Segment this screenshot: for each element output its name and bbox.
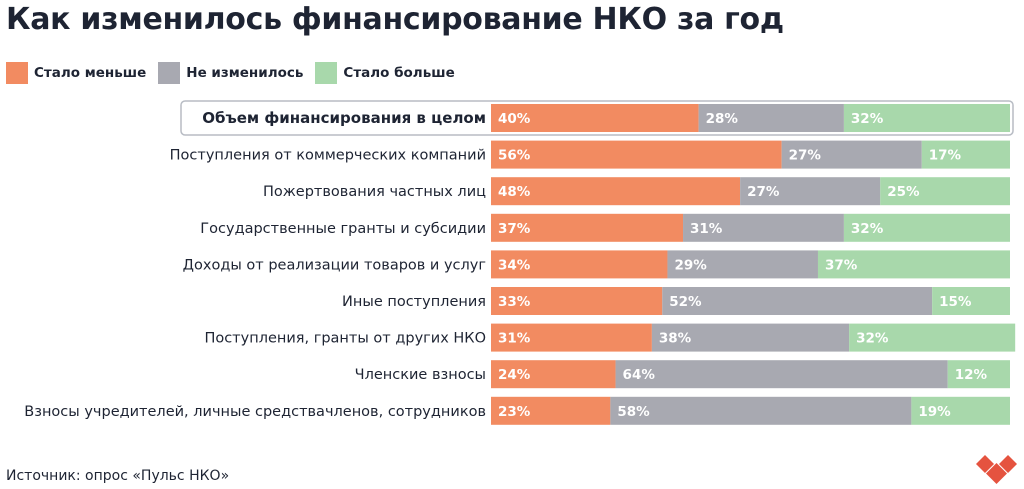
bar-row-1: Поступления от коммерческих компаний 56% 2… xyxy=(170,140,1010,169)
bar-segment-more xyxy=(843,104,1010,132)
data-label: 27% xyxy=(747,184,780,200)
data-label: 64% xyxy=(623,367,656,383)
bar-segment-more xyxy=(849,323,1016,352)
logo-left-diamond xyxy=(976,455,994,473)
bar-segment-more xyxy=(817,250,1010,279)
logo-right-diamond xyxy=(999,455,1017,473)
data-label: 25% xyxy=(887,184,920,200)
data-label: 34% xyxy=(498,257,531,273)
logo-center-diamond xyxy=(986,463,1007,484)
bar-segment-more xyxy=(880,177,1010,206)
bar-segment-more xyxy=(911,396,1010,425)
legend-label-same: Не изменилось xyxy=(186,65,304,81)
bar-row-3: Государственные гранты и субсидии 37% 31% 3… xyxy=(200,213,1010,242)
data-label: 32% xyxy=(856,331,889,347)
bar-row-2: Пожертвования частных лиц 48% 27% 25% xyxy=(263,177,1010,206)
bar-segment-more xyxy=(843,213,1010,242)
legend: Стало меньше Не изменилось Стало больше xyxy=(6,62,467,84)
data-label: 28% xyxy=(706,111,739,127)
data-label: 15% xyxy=(939,294,972,310)
legend-item-less: Стало меньше xyxy=(6,62,146,84)
bar-segment-same xyxy=(615,360,948,389)
chart-title: Как изменилось финансирование НКО за год xyxy=(6,2,784,37)
bar-segment-same xyxy=(683,213,844,242)
bar-segment-more xyxy=(932,287,1010,315)
category-label: Объем финансирования в целом xyxy=(202,109,486,127)
bar-segment-less xyxy=(491,104,699,132)
category-label: Поступления, гранты от других НКО xyxy=(204,331,486,347)
data-label: 37% xyxy=(825,257,858,273)
bar-row-6: Поступления, гранты от других НКО 31% 38% 3… xyxy=(204,323,1016,352)
legend-item-more: Стало больше xyxy=(315,62,455,84)
bar-segment-less xyxy=(491,396,611,425)
data-label: 32% xyxy=(851,221,884,237)
logo-icon xyxy=(976,455,1017,484)
data-label: 12% xyxy=(955,367,988,383)
bar-segment-same xyxy=(667,250,818,279)
legend-label-less: Стало меньше xyxy=(34,65,147,81)
data-label: 33% xyxy=(498,294,531,310)
data-label: 31% xyxy=(498,331,531,347)
data-label: 19% xyxy=(918,404,951,420)
bar-segment-less xyxy=(491,250,668,279)
data-label: 38% xyxy=(659,331,692,347)
bar-segment-same xyxy=(610,396,912,425)
data-label: 27% xyxy=(789,148,822,164)
bar-segment-more xyxy=(947,360,1010,389)
bar-segment-less xyxy=(491,287,663,315)
category-label: Поступления от коммерческих компаний xyxy=(170,148,486,164)
data-label: 48% xyxy=(498,184,531,200)
data-label: 23% xyxy=(498,404,531,420)
data-label: 17% xyxy=(929,148,962,164)
bar-segment-same xyxy=(651,323,850,352)
data-label: 56% xyxy=(498,148,531,164)
legend-swatch-same xyxy=(158,62,181,84)
bar-segment-same xyxy=(740,177,881,206)
category-label: Государственные гранты и субсидии xyxy=(200,221,486,237)
data-label: 31% xyxy=(690,221,723,237)
data-label: 24% xyxy=(498,367,531,383)
bar-segment-same xyxy=(662,287,933,315)
bar-segment-less xyxy=(491,323,652,352)
data-label: 40% xyxy=(498,111,531,127)
data-label: 58% xyxy=(617,404,650,420)
bar-segment-less xyxy=(491,360,616,389)
bar-row-4: Доходы от реализации товаров и услуг 34% 2… xyxy=(183,250,1010,279)
bar-row-5: Иные поступления 33% 52% 15% xyxy=(342,287,1010,315)
category-label: Членские взносы xyxy=(355,367,486,383)
source-note: Источник: опрос «Пульс НКО» xyxy=(6,468,230,484)
data-label: 52% xyxy=(669,294,702,310)
legend-item-same: Не изменилось xyxy=(158,62,303,84)
legend-swatch-less xyxy=(6,62,28,84)
legend-label-more: Стало больше xyxy=(343,65,455,81)
bar-segment-same xyxy=(781,140,922,169)
stacked-bar-chart: Объем финансирования в целом 40% 28% 32%Пос… xyxy=(24,100,1016,425)
category-label: Доходы от реализации товаров и услуг xyxy=(183,257,486,273)
data-label: 29% xyxy=(674,257,707,273)
bar-segment-less xyxy=(491,213,684,242)
bar-segment-same xyxy=(698,104,844,132)
category-label: Взносы учредителей, личные средствачлено… xyxy=(24,404,486,420)
legend-swatch-more xyxy=(315,62,338,84)
category-label: Иные поступления xyxy=(342,294,486,310)
bar-segment-less xyxy=(491,177,741,206)
data-label: 37% xyxy=(498,221,531,237)
bar-row-7: Членские взносы 24% 64% 12% xyxy=(355,360,1010,389)
category-label: Пожертвования частных лиц xyxy=(263,184,486,200)
bar-segment-less xyxy=(491,140,782,169)
data-label: 32% xyxy=(851,111,884,127)
bar-segment-more xyxy=(921,140,1010,169)
bar-row-8: Взносы учредителей, личные средствачлено… xyxy=(24,396,1010,425)
bar-row-0: Объем финансирования в целом 40% 28% 32% xyxy=(180,100,1014,136)
